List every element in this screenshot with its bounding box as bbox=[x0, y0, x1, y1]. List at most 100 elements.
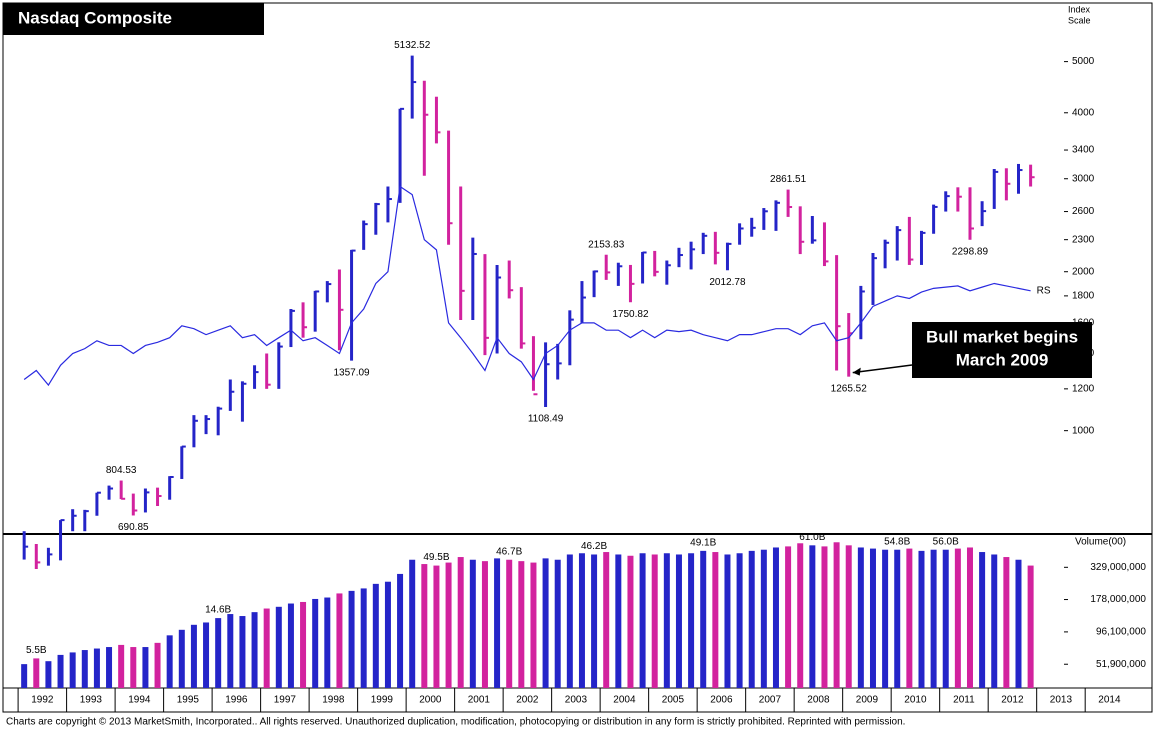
volume-label: Volume(00) bbox=[1075, 537, 1126, 548]
x-tick-label: 1993 bbox=[80, 695, 103, 706]
volume-bar bbox=[287, 603, 294, 688]
x-tick-label: 1996 bbox=[225, 695, 248, 706]
y-tick-label: 2600 bbox=[1072, 206, 1095, 217]
x-tick-label: 1998 bbox=[322, 695, 345, 706]
volume-bar bbox=[433, 565, 440, 688]
y-axis-label: Index bbox=[1068, 4, 1091, 14]
price-annotation: 5132.52 bbox=[394, 40, 431, 51]
y-tick-label: 3000 bbox=[1072, 173, 1095, 184]
volume-bar bbox=[57, 654, 64, 688]
volume-bar bbox=[300, 601, 307, 688]
callout-text: Bull market begins bbox=[926, 327, 1078, 346]
frame bbox=[2, 2, 1153, 713]
volume-annotation: 49.5B bbox=[423, 552, 449, 563]
volume-bar bbox=[615, 554, 622, 688]
x-tick-label: 2010 bbox=[904, 695, 927, 706]
volume-bar bbox=[566, 554, 573, 688]
volume-bar bbox=[263, 608, 270, 688]
volume-tick-label: 178,000,000 bbox=[1090, 594, 1146, 605]
volume-annotation: 46.2B bbox=[581, 541, 607, 552]
volume-bar bbox=[21, 664, 28, 688]
volume-bar bbox=[530, 562, 537, 688]
volume-bar bbox=[81, 650, 88, 688]
volume-bar bbox=[1003, 557, 1010, 688]
volume-bar bbox=[821, 546, 828, 688]
price-annotation: 1357.09 bbox=[333, 367, 370, 378]
y-tick-label: 1600 bbox=[1072, 318, 1095, 329]
volume-bar bbox=[227, 614, 234, 688]
volume-bar bbox=[966, 547, 973, 688]
volume-bar bbox=[348, 590, 355, 688]
volume-bar bbox=[69, 652, 76, 688]
y-tick-label: 1200 bbox=[1072, 383, 1095, 394]
y-tick-label: 2000 bbox=[1072, 266, 1095, 277]
volume-bar bbox=[797, 543, 804, 688]
price-annotation: 2153.83 bbox=[588, 239, 625, 250]
y-tick-label: 1000 bbox=[1072, 425, 1095, 436]
price-annotation: 1108.49 bbox=[528, 414, 564, 425]
volume-bar bbox=[93, 648, 100, 688]
x-tick-label: 2008 bbox=[807, 695, 830, 706]
x-tick-label: 1994 bbox=[128, 695, 151, 706]
volume-annotation: 5.5B bbox=[26, 645, 47, 656]
price-annotation: 1265.52 bbox=[831, 383, 868, 394]
volume-bar bbox=[106, 647, 113, 688]
volume-bar bbox=[675, 554, 682, 688]
chart-title: Nasdaq Composite bbox=[18, 8, 172, 27]
volume-bar bbox=[894, 549, 901, 688]
x-tick-label: 2009 bbox=[856, 695, 879, 706]
volume-bar bbox=[930, 549, 937, 688]
volume-bar bbox=[772, 547, 779, 688]
y-tick-label: 1800 bbox=[1072, 291, 1095, 302]
x-tick-label: 1995 bbox=[177, 695, 200, 706]
volume-annotation: 46.7B bbox=[496, 546, 522, 557]
y-tick-label: 1400 bbox=[1072, 348, 1095, 359]
callout-arrow bbox=[852, 364, 913, 374]
volume-bar bbox=[384, 581, 391, 688]
volume-bar bbox=[942, 549, 949, 688]
volume-bar bbox=[312, 598, 319, 688]
volume-bar bbox=[578, 553, 585, 688]
volume-bar bbox=[409, 559, 416, 688]
volume-bar bbox=[833, 542, 840, 688]
volume-bar bbox=[360, 588, 367, 688]
volume-bar bbox=[748, 550, 755, 688]
price-annotation: 2298.89 bbox=[952, 246, 989, 257]
x-tick-label: 2000 bbox=[419, 695, 442, 706]
volume-bar bbox=[421, 564, 428, 688]
y-tick-label: 5000 bbox=[1072, 56, 1095, 67]
volume-bar bbox=[760, 549, 767, 688]
x-tick-label: 2014 bbox=[1098, 695, 1121, 706]
volume-bar bbox=[178, 629, 185, 688]
volume-bar bbox=[603, 552, 610, 688]
footer: Charts are copyright © 2013 MarketSmith,… bbox=[6, 717, 905, 728]
x-tick-label: 2006 bbox=[710, 695, 733, 706]
volume-bar bbox=[809, 545, 816, 688]
volume-bar bbox=[979, 552, 986, 688]
volume-bar bbox=[239, 616, 246, 688]
price-annotation: 1750.82 bbox=[612, 309, 649, 320]
y-tick-label: 4000 bbox=[1072, 107, 1095, 118]
volume-bar bbox=[166, 635, 173, 688]
volume-bar bbox=[118, 644, 125, 688]
volume-bar bbox=[518, 561, 525, 688]
volume-bar bbox=[457, 557, 464, 688]
rs-line bbox=[23, 185, 1031, 387]
volume-bar bbox=[372, 583, 379, 688]
volume-annotation: 54.8B bbox=[884, 536, 910, 547]
price-annotation: 690.85 bbox=[118, 522, 149, 533]
y-tick-label: 3400 bbox=[1072, 145, 1095, 156]
volume-bar bbox=[154, 642, 161, 688]
volume-bar bbox=[857, 547, 864, 688]
y-tick-label: 2300 bbox=[1072, 234, 1095, 245]
x-tick-label: 1992 bbox=[31, 695, 54, 706]
volume-bar bbox=[445, 562, 452, 688]
x-tick-label: 2001 bbox=[468, 695, 491, 706]
volume-tick-label: 329,000,000 bbox=[1090, 562, 1146, 573]
title-box bbox=[3, 3, 264, 35]
volume-bar bbox=[397, 573, 404, 688]
volume-bar bbox=[724, 554, 731, 688]
x-tick-label: 1997 bbox=[274, 695, 297, 706]
x-tick-label: 2003 bbox=[565, 695, 588, 706]
x-tick-label: 1999 bbox=[371, 695, 394, 706]
